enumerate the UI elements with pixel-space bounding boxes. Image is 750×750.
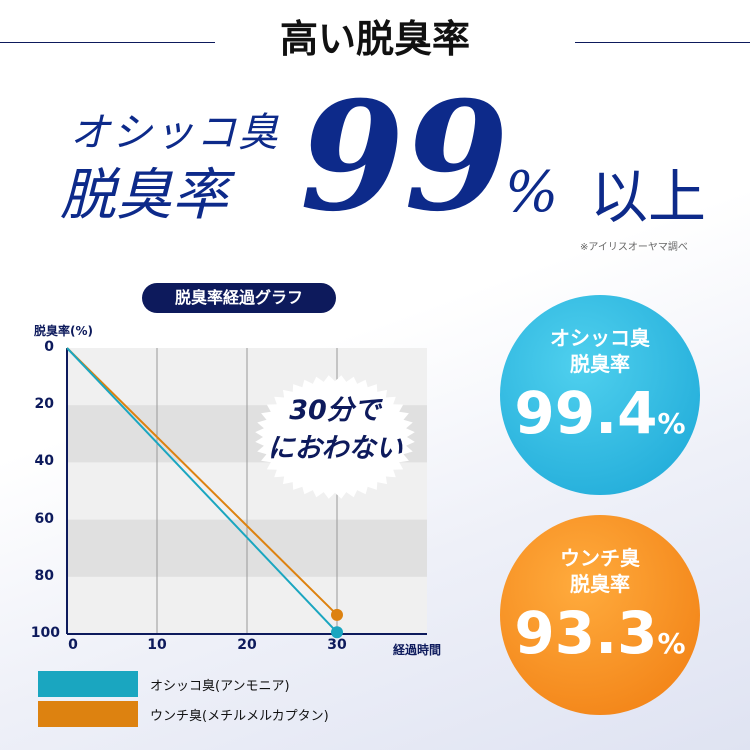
legend-swatch-urine bbox=[38, 671, 138, 697]
y-tick-label: 60 bbox=[34, 510, 54, 527]
legend-label-urine: オシッコ臭(アンモニア) bbox=[150, 679, 290, 694]
x-tick-label: 10 bbox=[147, 637, 167, 653]
starburst-callout bbox=[255, 375, 415, 499]
badge-label: 脱臭率 bbox=[570, 352, 630, 376]
badge-label: 脱臭率 bbox=[570, 572, 630, 596]
legend-label-feces: ウンチ臭(メチルメルカプタン) bbox=[150, 709, 329, 724]
x-tick-label: 0 bbox=[68, 637, 78, 653]
badge-urine: オシッコ臭 脱臭率 99.4% bbox=[500, 295, 700, 495]
x-tick-label: 30 bbox=[327, 637, 347, 653]
badge-label: オシッコ臭 bbox=[550, 326, 650, 350]
y-tick-label: 20 bbox=[34, 396, 54, 413]
series-endpoint bbox=[331, 626, 343, 639]
callout-line1: 30分で bbox=[289, 395, 381, 426]
x-tick-label: 20 bbox=[237, 637, 257, 653]
starburst-shape bbox=[255, 375, 415, 499]
source-note: ※アイリスオーヤマ調べ bbox=[580, 242, 688, 253]
badge-label: ウンチ臭 bbox=[560, 546, 640, 570]
headline-rate: 脱臭率 bbox=[60, 163, 228, 228]
badge-feces: ウンチ臭 脱臭率 93.3% bbox=[500, 515, 700, 715]
series-line bbox=[66, 347, 338, 616]
title-rule-right bbox=[575, 42, 750, 43]
headline-suffix: 以上 bbox=[590, 163, 707, 231]
series-line bbox=[66, 347, 338, 633]
callout-line2: におわない bbox=[267, 433, 403, 464]
series-endpoint bbox=[331, 608, 343, 621]
callout-text: 30分で におわない bbox=[250, 392, 420, 468]
chart-title: 脱臭率経過グラフ bbox=[142, 283, 336, 313]
page-title: 高い脱臭率 bbox=[279, 16, 470, 61]
headline-percent: % bbox=[505, 160, 559, 225]
badge-value: 99.4% bbox=[514, 379, 686, 447]
headline-odor: オシッコ臭 bbox=[70, 110, 280, 156]
y-tick-label: 100 bbox=[30, 625, 60, 641]
badge-value: 93.3% bbox=[514, 599, 686, 667]
x-axis-label: 経過時間 bbox=[393, 643, 442, 657]
y-tick-label: 80 bbox=[34, 567, 54, 584]
legend-swatch-feces bbox=[38, 701, 138, 727]
y-tick-label: 0 bbox=[44, 339, 54, 355]
headline-number: 99 bbox=[300, 69, 509, 245]
y-tick-label: 40 bbox=[34, 453, 54, 470]
y-axis-label: 脱臭率(%) bbox=[34, 324, 93, 338]
title-rule-left bbox=[0, 42, 215, 43]
